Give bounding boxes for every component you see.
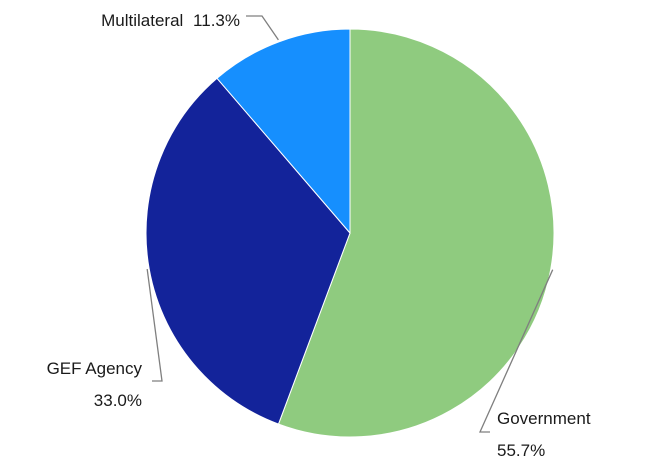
leader-lines [146, 15, 554, 433]
slice-label-gef-agency: GEF Agency [47, 359, 143, 378]
slice-label-multilateral-name: Multilateral [101, 11, 183, 30]
slice-value-gef-agency: 33.0% [94, 391, 142, 410]
slice-label-multilateral: Multilateral 11.3% [101, 11, 240, 30]
slice-label-government: Government [497, 409, 591, 428]
slice-label-gef-agency-name: GEF Agency [47, 359, 143, 378]
leader-line-gef-agency [146, 268, 163, 382]
pie-slices [145, 28, 555, 438]
leader-line-government [478, 269, 554, 433]
slice-value-multilateral: 11.3% [193, 11, 240, 30]
slice-value-government: 55.7% [497, 441, 545, 460]
leader-line-multilateral [246, 15, 279, 41]
pie-slice-gef-agency [145, 77, 351, 425]
slice-label-government-value: 55.7% [497, 441, 545, 460]
pie-slice-government [277, 28, 555, 438]
slice-label-government-name: Government [497, 409, 591, 428]
pie-slice-multilateral [216, 28, 351, 235]
slice-label-gef-agency-value: 33.0% [94, 391, 142, 410]
